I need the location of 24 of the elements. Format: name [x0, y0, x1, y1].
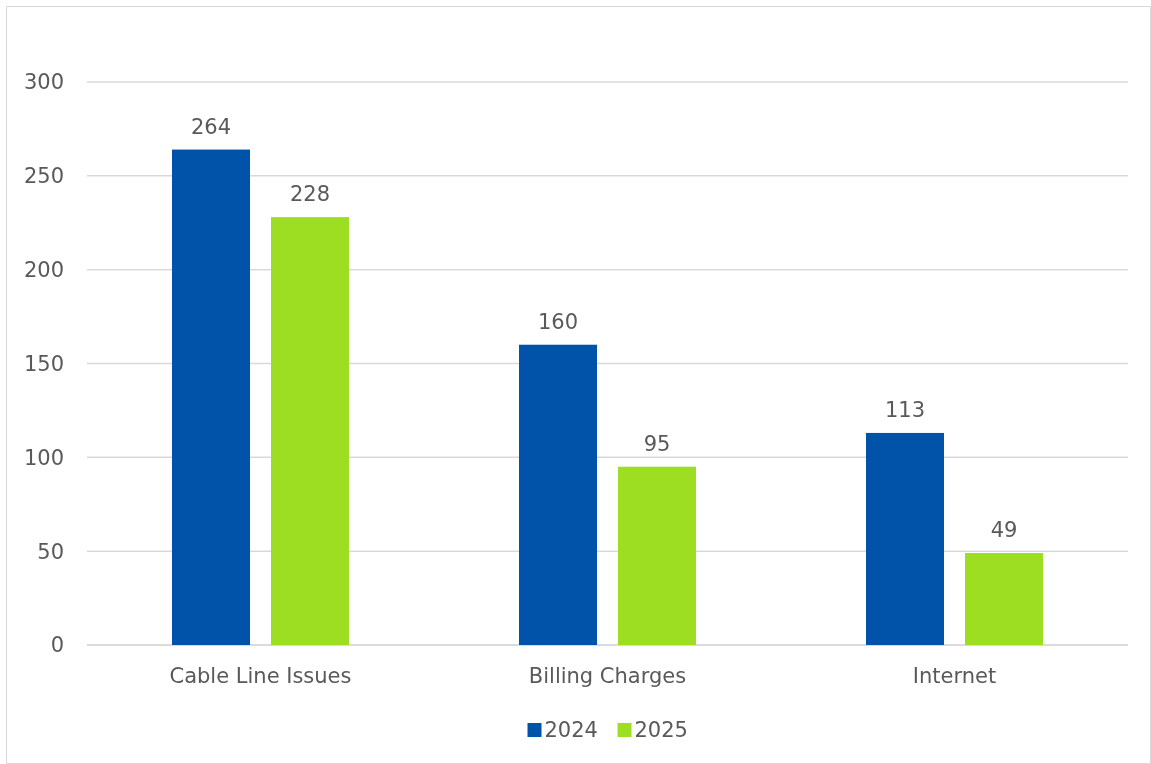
x-tick-label: Internet: [912, 664, 997, 688]
y-tick-label: 300: [23, 70, 64, 95]
y-tick-label: 0: [50, 633, 64, 658]
bar: [271, 217, 349, 645]
bar: [866, 432, 944, 645]
data-label: 49: [990, 518, 1018, 543]
bar: [172, 149, 250, 645]
data-label: 264: [190, 114, 232, 139]
x-tick-label: Billing Charges: [528, 664, 687, 688]
bar: [965, 553, 1043, 645]
y-tick-label: 100: [23, 445, 64, 470]
legend-label: 2025: [634, 718, 688, 743]
y-tick-label: 50: [37, 539, 64, 564]
y-tick-label: 250: [23, 164, 64, 189]
y-tick-label: 150: [23, 351, 64, 376]
data-label: 228: [289, 182, 331, 207]
y-tick-label: 200: [23, 258, 64, 283]
legend-label: 2024: [544, 718, 598, 743]
data-label: 95: [643, 431, 671, 456]
data-label: 160: [537, 309, 579, 334]
bar: [519, 344, 597, 645]
bar: [618, 466, 696, 645]
x-tick-label: Cable Line Issues: [169, 664, 352, 688]
data-label: 113: [884, 397, 926, 422]
